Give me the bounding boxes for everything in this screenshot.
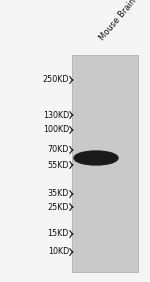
Text: Mouse Brain: Mouse Brain — [98, 0, 139, 42]
Text: 130KD: 130KD — [43, 111, 69, 120]
Text: 55KD: 55KD — [48, 160, 69, 169]
Text: 25KD: 25KD — [48, 202, 69, 212]
Text: 70KD: 70KD — [48, 146, 69, 155]
Text: 100KD: 100KD — [43, 125, 69, 135]
Bar — [72, 55, 138, 272]
Text: 15KD: 15KD — [48, 230, 69, 239]
Text: 35KD: 35KD — [48, 190, 69, 199]
Text: 250KD: 250KD — [42, 76, 69, 85]
Ellipse shape — [74, 151, 118, 165]
Text: 10KD: 10KD — [48, 248, 69, 257]
